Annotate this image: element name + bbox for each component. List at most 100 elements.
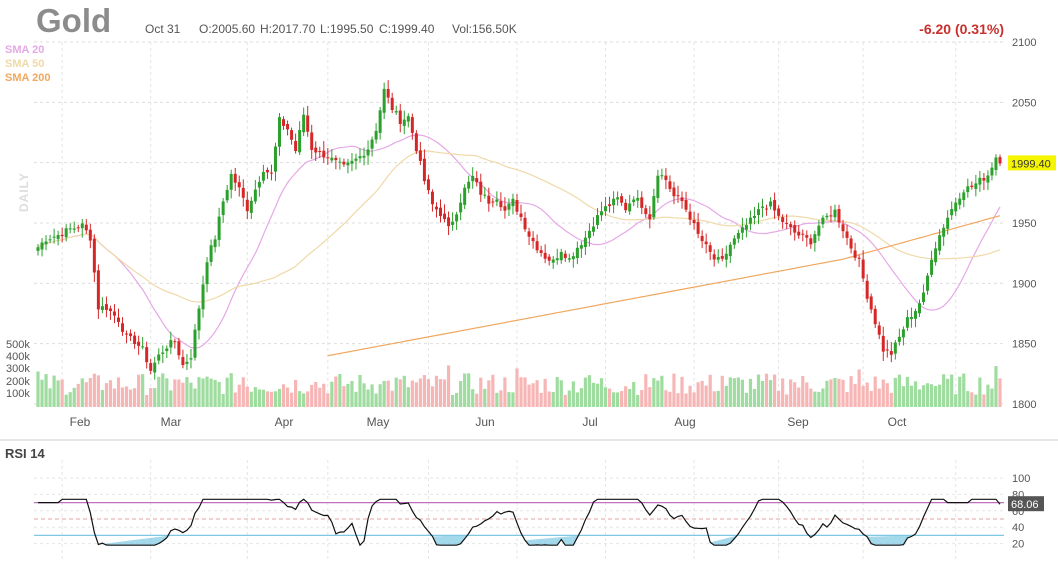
candle-body	[535, 241, 539, 251]
candle-body	[946, 217, 950, 229]
volume-bar	[378, 384, 382, 407]
volume-bar	[974, 394, 978, 407]
volume-bar	[929, 384, 934, 407]
sma50-line	[37, 150, 1001, 303]
volume-bar	[559, 380, 563, 407]
volume-bar	[289, 392, 294, 407]
volume-bar	[265, 391, 270, 407]
volume-bar	[181, 382, 185, 407]
volume-bar	[889, 392, 893, 407]
volume-bar	[611, 392, 616, 407]
candle-body	[990, 167, 994, 176]
volume-bar	[253, 387, 257, 407]
candle-body	[567, 258, 571, 260]
candle-body	[736, 232, 740, 239]
candle-body	[519, 213, 523, 218]
volume-bar	[141, 374, 145, 407]
volume-bar	[656, 380, 660, 407]
volume-bar	[982, 394, 986, 407]
candle-body	[265, 169, 269, 173]
volume-bar	[857, 369, 861, 407]
candle-body	[865, 280, 869, 299]
candle-body	[362, 155, 366, 158]
volume-bar	[133, 388, 137, 407]
candle-body	[913, 311, 917, 319]
volume-bar	[426, 379, 431, 407]
candle-body	[40, 242, 44, 250]
candle-body	[108, 308, 112, 312]
candle-body	[306, 115, 310, 132]
candle-body	[897, 336, 901, 342]
candle-body	[241, 187, 245, 198]
candle-body	[648, 214, 652, 220]
candle-body	[193, 329, 197, 358]
volume-bar	[869, 390, 873, 407]
candle-body	[459, 202, 463, 213]
candle-body	[970, 185, 974, 188]
candle-body	[515, 200, 519, 212]
candle-body	[439, 207, 443, 217]
volume-bar	[519, 377, 523, 407]
volume-bar	[338, 374, 342, 407]
volume-bar	[732, 378, 736, 407]
volume-bar	[595, 383, 600, 407]
candle-body	[523, 217, 527, 230]
candle-body	[797, 231, 801, 236]
volume-bar	[652, 378, 656, 407]
volume-bar	[330, 381, 334, 407]
candle-body	[298, 130, 302, 153]
volume-bar	[954, 394, 958, 407]
volume-bar	[446, 365, 451, 407]
candle-body	[294, 140, 298, 152]
volume-bar	[245, 386, 249, 407]
candle-body	[245, 199, 249, 212]
volume-bar	[881, 379, 885, 407]
candle-body	[475, 178, 479, 183]
candle-body	[422, 158, 426, 182]
volume-bar	[768, 380, 773, 407]
volume-tick-label: 500k	[6, 339, 30, 351]
volume-bar	[760, 380, 765, 407]
volume-bar	[672, 373, 676, 407]
volume-bar	[398, 379, 402, 407]
volume-bar	[885, 383, 889, 407]
volume-bar	[237, 384, 241, 407]
volume-bar	[591, 382, 596, 407]
candle-body	[471, 175, 475, 182]
candle-body	[346, 162, 350, 166]
candle-body	[974, 183, 978, 189]
volume-bar	[740, 379, 744, 407]
candle-body	[612, 198, 616, 206]
volume-bar	[229, 373, 233, 407]
volume-bar	[849, 376, 853, 407]
candle-body	[636, 197, 640, 201]
volume-bar	[442, 379, 447, 407]
volume-bar	[173, 379, 177, 407]
volume-bar	[100, 389, 105, 407]
volume-bar	[306, 391, 310, 407]
price-tick-label: 2050	[1012, 97, 1036, 109]
candle-body	[539, 250, 543, 254]
candle-body	[382, 88, 386, 113]
candle-body	[624, 202, 628, 211]
rsi-value-label: 68.06	[1011, 499, 1039, 511]
price-tick-label: 2100	[1012, 37, 1036, 49]
volume-bar	[603, 387, 608, 407]
volume-bar	[837, 378, 841, 407]
volume-bar	[189, 382, 193, 407]
candle-body	[994, 157, 998, 170]
volume-bar	[551, 392, 555, 407]
candle-body	[608, 204, 612, 207]
volume-bar	[616, 392, 620, 407]
volume-bar	[495, 392, 499, 407]
candle-body	[483, 194, 487, 196]
candle-body	[350, 160, 354, 164]
volume-bar	[116, 377, 121, 407]
candle-body	[366, 149, 370, 156]
volume-bar	[986, 384, 990, 407]
month-label: Mar	[161, 415, 182, 429]
volume-value: Vol:156.50K	[452, 22, 517, 36]
volume-tick-label: 200k	[6, 376, 30, 388]
candle-body	[185, 361, 189, 365]
